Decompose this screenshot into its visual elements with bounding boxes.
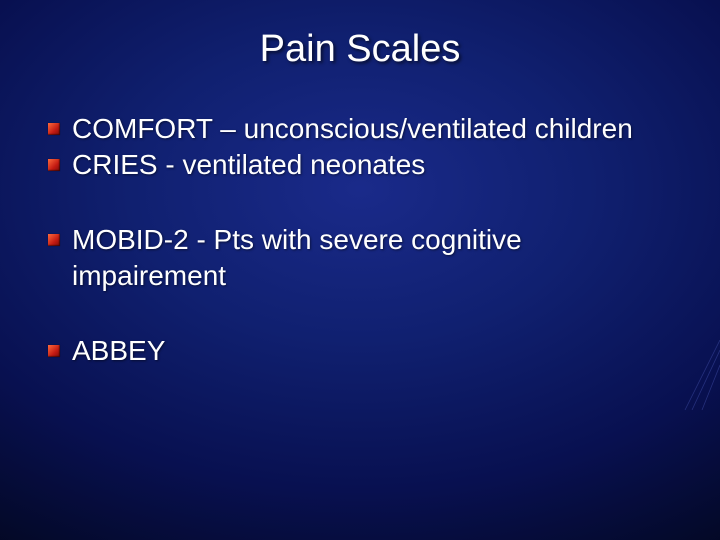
list-item: ABBEY [48, 333, 680, 369]
square-bullet-icon [48, 123, 60, 135]
list-item: COMFORT – unconscious/ventilated childre… [48, 111, 680, 147]
slide-body: COMFORT – unconscious/ventilated childre… [0, 111, 720, 369]
slide: Pain Scales COMFORT – unconscious/ventil… [0, 0, 720, 540]
list-item: MOBID-2 - Pts with severe cognitive impa… [48, 222, 680, 295]
bullet-group: ABBEY [48, 333, 680, 369]
bullet-group: MOBID-2 - Pts with severe cognitive impa… [48, 222, 680, 295]
list-item-text: COMFORT – unconscious/ventilated childre… [72, 111, 680, 147]
list-item-text: ABBEY [72, 333, 680, 369]
list-item-text: CRIES - ventilated neonates [72, 147, 680, 183]
list-item-text: MOBID-2 - Pts with severe cognitive impa… [72, 222, 680, 295]
list-item: CRIES - ventilated neonates [48, 147, 680, 183]
square-bullet-icon [48, 159, 60, 171]
bullet-group: COMFORT – unconscious/ventilated childre… [48, 111, 680, 184]
slide-title: Pain Scales [0, 0, 720, 111]
square-bullet-icon [48, 234, 60, 246]
square-bullet-icon [48, 345, 60, 357]
